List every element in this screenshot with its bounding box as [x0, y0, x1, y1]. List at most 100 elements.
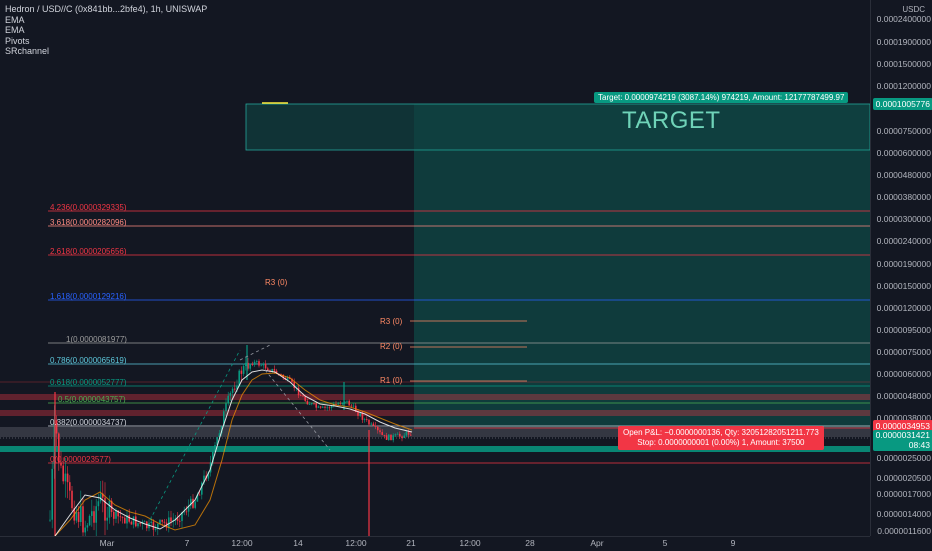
price-label: 0.0000750000	[876, 126, 931, 136]
fib-label: 4.236(0.0000329335)	[50, 203, 127, 212]
candle-body	[117, 510, 119, 517]
candle-body	[176, 518, 179, 521]
candle-body	[75, 511, 78, 521]
position-pnl-box[interactable]: Open P&L: −0.0000000136, Qty: 3205128205…	[618, 426, 824, 450]
price-axis[interactable]: USDC 0.0002400000 0.0001900000 0.0001500…	[870, 0, 932, 536]
candle-body	[130, 521, 133, 525]
candle-body	[258, 361, 260, 366]
candle-body	[361, 413, 364, 420]
price-label: 0.0001500000	[876, 59, 931, 69]
axis-unit: USDC	[902, 5, 925, 14]
candle-body	[245, 362, 247, 367]
candle-body	[242, 366, 245, 374]
time-axis[interactable]: Mar 7 12:00 14 12:00 21 12:00 28 Apr 5 9	[0, 536, 870, 551]
time-label: 7	[184, 538, 190, 548]
pivot-label-r3-prev: R3 (0)	[265, 278, 288, 287]
candle-body	[286, 377, 289, 380]
price-label: 0.0000014000	[876, 509, 931, 519]
candle-body	[154, 528, 157, 530]
candle-body	[161, 519, 163, 522]
candle-body	[203, 475, 205, 483]
candle-body	[132, 516, 135, 525]
candle-body	[97, 501, 100, 507]
indicator-pivots[interactable]: Pivots	[5, 35, 30, 46]
candle-body	[350, 405, 353, 407]
candle-body	[84, 527, 86, 533]
long-position-profit-zone[interactable]	[414, 150, 870, 428]
candle-body	[218, 433, 221, 438]
candle-body	[135, 516, 137, 527]
candle-body	[322, 406, 324, 408]
candle-body	[58, 433, 60, 463]
candle-body	[159, 519, 161, 524]
candle-body	[212, 451, 214, 463]
candle-body	[113, 511, 115, 519]
price-label: 0.0000060000	[876, 369, 931, 379]
candle-body	[348, 400, 350, 406]
candle-body	[313, 403, 315, 404]
candle-body	[121, 517, 124, 518]
candle-body	[363, 419, 366, 420]
candle-body	[168, 517, 170, 528]
candle-body	[293, 381, 295, 389]
indicator-ema-2[interactable]: EMA	[5, 25, 25, 35]
target-zone-box[interactable]	[245, 103, 871, 151]
price-label: 0.0000011600	[877, 526, 931, 536]
candle-body	[335, 403, 337, 405]
candle-body	[190, 498, 192, 506]
candle-body	[306, 400, 309, 405]
candle-body	[304, 396, 306, 401]
candle-body	[388, 434, 390, 440]
candle-body	[275, 370, 278, 374]
candle-body	[137, 523, 139, 527]
candle-body	[339, 403, 342, 405]
candle-body	[62, 465, 64, 482]
candle-body	[381, 432, 383, 435]
price-label: 0.0000075000	[876, 347, 931, 357]
candle-body	[308, 404, 311, 405]
stop-price-tag: 0.0000034953	[872, 420, 932, 432]
candle-body	[198, 494, 201, 496]
candle-body	[124, 517, 126, 524]
candle-body	[247, 362, 249, 369]
price-label: 0.0000038000	[876, 413, 931, 423]
candle-body	[249, 363, 251, 369]
candle-body	[264, 363, 267, 369]
candle-body	[227, 395, 229, 404]
fib-label: 0(0.0000023577)	[50, 455, 111, 464]
candle-body	[119, 516, 122, 518]
time-label: 12:00	[459, 538, 481, 548]
chart-legend: Hedron / USD//C (0x841bb...2bfe4), 1h, U…	[5, 4, 207, 57]
time-label: Apr	[590, 538, 604, 548]
pivot-label-r3: R3 (0)	[380, 317, 403, 326]
candle-body	[55, 420, 58, 434]
candle-body	[315, 403, 317, 408]
chart-canvas[interactable]	[0, 0, 871, 537]
candle-body	[394, 434, 397, 436]
target-label: TARGET	[622, 107, 721, 134]
target-zone-overlay	[414, 104, 870, 150]
ema-fast-line	[54, 369, 413, 537]
candle-body	[344, 401, 346, 403]
candle-body	[86, 525, 89, 528]
candle-body	[207, 472, 210, 479]
pivot-label-r1: R1 (0)	[380, 376, 403, 385]
candle-body	[181, 512, 183, 522]
fib-label: 1(0.0000081977)	[66, 335, 127, 344]
candle-body	[401, 436, 403, 439]
symbol-title[interactable]: Hedron / USD//C (0x841bb...2bfe4), 1h, U…	[5, 4, 208, 14]
price-label: 0.0000048000	[876, 391, 931, 401]
candle-body	[102, 493, 104, 498]
chart-area[interactable]: Hedron / USD//C (0x841bb...2bfe4), 1h, U…	[0, 0, 871, 537]
trend-line	[264, 369, 331, 451]
candle-body	[214, 445, 216, 452]
candle-body	[231, 388, 234, 393]
candle-body	[223, 411, 225, 427]
candle-body	[399, 433, 401, 437]
candle-body	[282, 374, 284, 378]
indicator-ema-1[interactable]: EMA	[5, 14, 25, 25]
candle-body	[115, 510, 117, 519]
candle-body	[302, 395, 304, 397]
candle-body	[126, 515, 128, 524]
indicator-srchannel[interactable]: SRchannel	[5, 46, 50, 56]
